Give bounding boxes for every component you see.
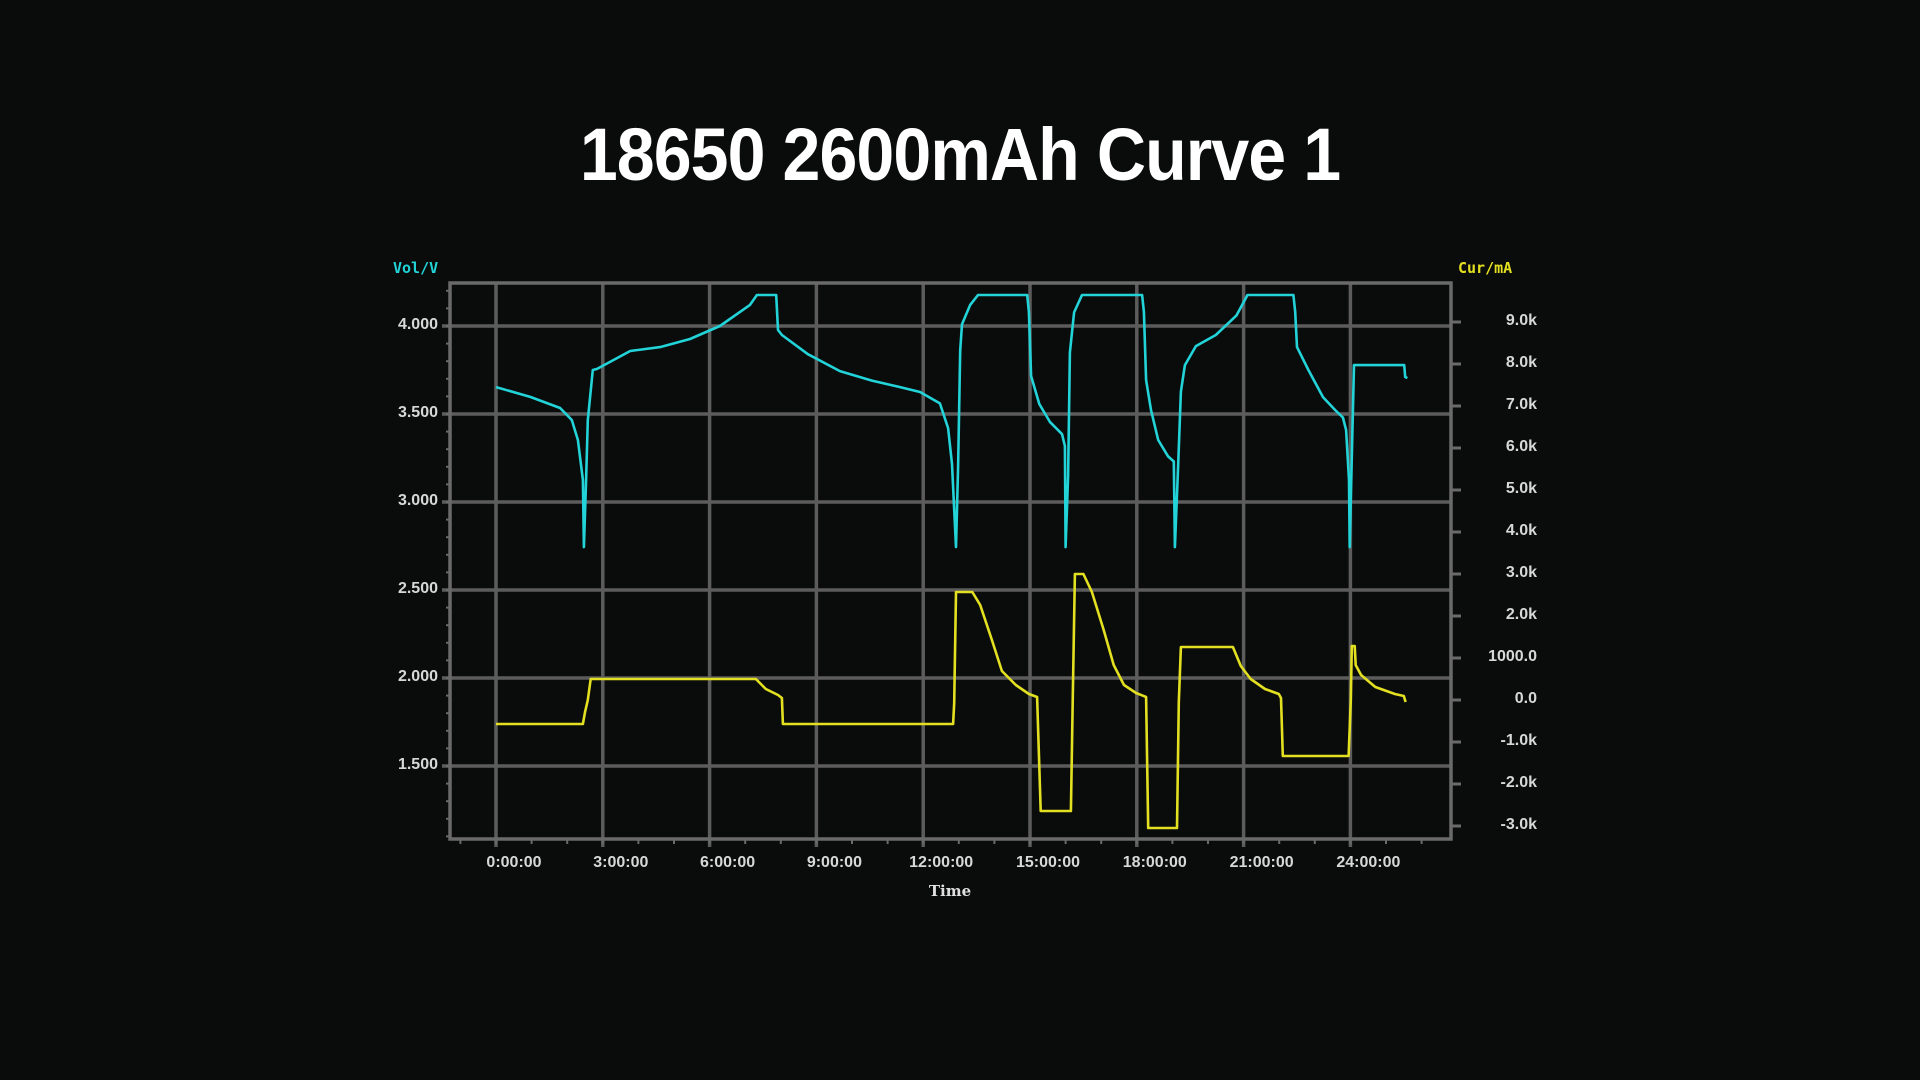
x-tick-label: 12:00:00 bbox=[909, 854, 974, 871]
right-tick-label: 7.0k bbox=[1505, 396, 1537, 413]
x-tick-label: 3:00:00 bbox=[593, 854, 649, 871]
right-tick-label: 1000.0 bbox=[1488, 648, 1537, 665]
x-tick-label: 0:00:00 bbox=[486, 854, 542, 871]
right-tick-label: 3.0k bbox=[1505, 564, 1537, 581]
x-axis-title: Time bbox=[928, 882, 972, 900]
left-tick-label: 1.500 bbox=[397, 756, 438, 773]
plot-frame bbox=[448, 281, 1453, 841]
right-tick-label: -2.0k bbox=[1500, 774, 1537, 791]
current-series-line bbox=[496, 572, 1407, 830]
right-tick-label: 0.0 bbox=[1514, 690, 1537, 707]
voltage-series-line bbox=[495, 293, 1408, 549]
grid-lines bbox=[442, 283, 1451, 847]
right-tick-label: 8.0k bbox=[1505, 354, 1537, 371]
x-tick-label: 9:00:00 bbox=[806, 854, 862, 871]
chart-title: 18650 2600mAh Curve 1 bbox=[579, 113, 1341, 196]
right-tick-label: 2.0k bbox=[1505, 606, 1537, 623]
x-tick-label: 6:00:00 bbox=[700, 854, 756, 871]
x-tick-label: 18:00:00 bbox=[1122, 854, 1187, 871]
x-tick-label: 21:00:00 bbox=[1229, 854, 1294, 871]
left-tick-label: 2.500 bbox=[397, 580, 438, 597]
right-tick-label: 4.0k bbox=[1505, 522, 1537, 539]
right-tick-label: 6.0k bbox=[1505, 438, 1537, 455]
right-tick-label: 5.0k bbox=[1505, 480, 1537, 497]
axis-ticks bbox=[446, 289, 1461, 844]
left-tick-label: 3.000 bbox=[397, 492, 438, 509]
left-tick-label: 4.000 bbox=[397, 316, 438, 333]
x-tick-label: 24:00:00 bbox=[1336, 854, 1401, 871]
right-axis-title: Cur/mA bbox=[1458, 259, 1513, 277]
right-tick-label: 9.0k bbox=[1505, 312, 1537, 329]
right-tick-label: -1.0k bbox=[1500, 732, 1537, 749]
left-tick-label: 2.000 bbox=[397, 668, 438, 685]
left-axis-title: Vol/V bbox=[393, 259, 439, 277]
x-tick-label: 15:00:00 bbox=[1015, 854, 1081, 871]
right-tick-label: -3.0k bbox=[1500, 816, 1537, 833]
left-tick-label: 3.500 bbox=[397, 404, 438, 421]
